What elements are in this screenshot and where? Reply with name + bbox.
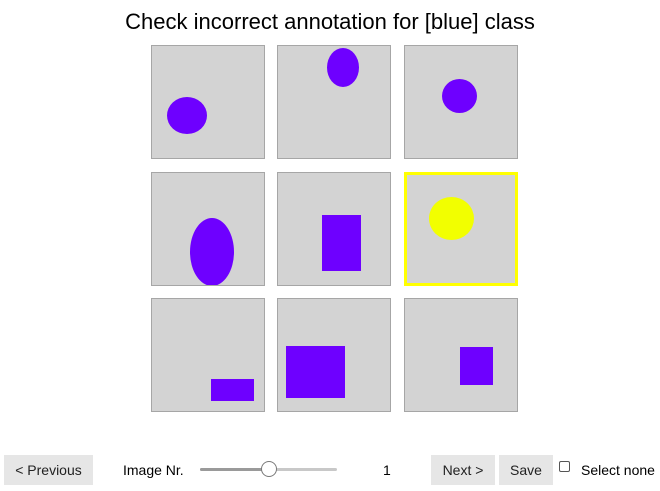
- save-button[interactable]: Save: [499, 455, 553, 485]
- image-tile[interactable]: [151, 172, 265, 286]
- image-tile[interactable]: [151, 45, 265, 159]
- image-tile[interactable]: [404, 45, 518, 159]
- image-tile[interactable]: [151, 298, 265, 412]
- image-tile[interactable]: [277, 298, 391, 412]
- rectangle-shape: [286, 346, 345, 398]
- image-nr-label: Image Nr.: [123, 462, 184, 478]
- image-tile[interactable]: [404, 298, 518, 412]
- rectangle-shape: [211, 379, 254, 401]
- select-none-checkbox[interactable]: [559, 461, 570, 472]
- ellipse-shape: [327, 48, 359, 87]
- ellipse-shape: [429, 197, 474, 240]
- rectangle-shape: [460, 347, 493, 385]
- next-button[interactable]: Next >: [431, 455, 495, 485]
- page-title: Check incorrect annotation for [blue] cl…: [125, 9, 535, 34]
- slider-fill: [200, 468, 269, 471]
- previous-button[interactable]: < Previous: [4, 455, 93, 485]
- image-tile[interactable]: [277, 172, 391, 286]
- image-number-value: 1: [383, 462, 391, 478]
- select-none-label: Select none: [581, 462, 655, 478]
- ellipse-shape: [442, 79, 477, 113]
- rectangle-shape: [322, 215, 361, 271]
- slider-thumb[interactable]: [261, 461, 277, 477]
- ellipse-shape: [190, 218, 234, 285]
- ellipse-shape: [167, 97, 207, 134]
- image-slider[interactable]: [200, 461, 337, 477]
- image-tile[interactable]: [277, 45, 391, 159]
- image-tile-selected[interactable]: [404, 172, 518, 286]
